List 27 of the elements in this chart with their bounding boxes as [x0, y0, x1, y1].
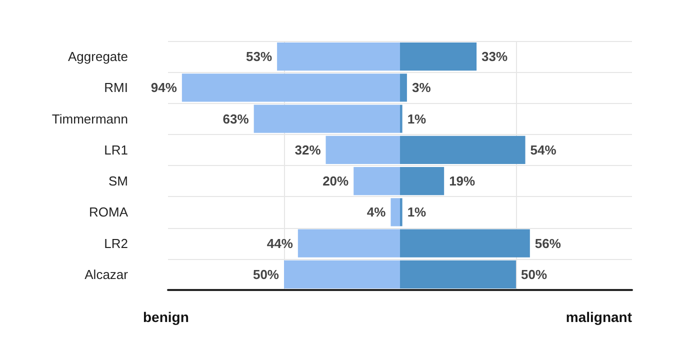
data-label: 50%	[521, 266, 548, 282]
data-label: 44%	[266, 236, 294, 251]
data-label: 32%	[294, 142, 322, 158]
y-tick-label: RMI	[104, 80, 128, 96]
y-tick-label: Timmermann	[52, 111, 128, 126]
x-axis-title: malignant	[566, 309, 632, 325]
data-label: 63%	[222, 111, 250, 126]
y-tick-label: Alcazar	[84, 266, 129, 282]
data-label: 1%	[407, 204, 427, 220]
y-tick-label: LR2	[104, 236, 128, 251]
y-tick-label: SM	[108, 174, 128, 189]
data-label: 3%	[412, 80, 432, 96]
x-axis-title: benign	[143, 309, 189, 325]
data-label: 56%	[534, 236, 562, 251]
data-label: 33%	[482, 49, 508, 64]
y-tick-label: Aggregate	[68, 49, 128, 64]
data-label: 94%	[150, 80, 178, 96]
data-label: 1%	[407, 111, 427, 126]
data-label: 54%	[530, 142, 557, 158]
data-label: 53%	[246, 49, 272, 64]
data-label: 50%	[252, 266, 280, 282]
y-tick-label: ROMA	[89, 204, 128, 220]
data-label: 19%	[449, 174, 476, 189]
data-label: 20%	[322, 174, 350, 189]
data-label: 4%	[366, 204, 386, 220]
y-tick-label: LR1	[104, 142, 128, 158]
bar	[400, 74, 407, 102]
